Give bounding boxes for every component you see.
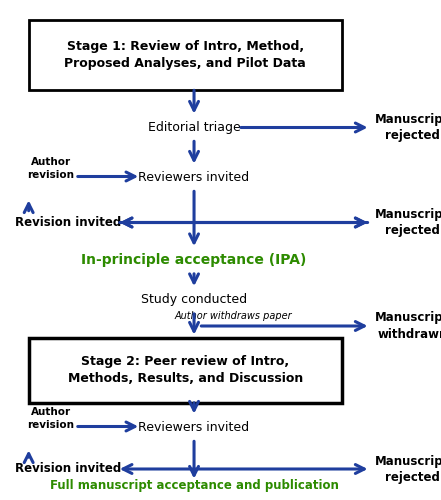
- Text: Manuscript
rejected: Manuscript rejected: [375, 208, 441, 237]
- Text: Stage 1: Review of Intro, Method,
Proposed Analyses, and Pilot Data: Stage 1: Review of Intro, Method, Propos…: [64, 40, 306, 70]
- Text: Author
revision: Author revision: [27, 158, 74, 180]
- Text: Revision invited: Revision invited: [15, 462, 121, 475]
- Text: Study conducted: Study conducted: [141, 294, 247, 306]
- Text: Manuscript
rejected: Manuscript rejected: [375, 454, 441, 484]
- Text: Reviewers invited: Reviewers invited: [138, 171, 250, 184]
- Text: Revision invited: Revision invited: [15, 216, 121, 229]
- Text: Stage 2: Peer review of Intro,
Methods, Results, and Discussion: Stage 2: Peer review of Intro, Methods, …: [67, 355, 303, 385]
- Text: In-principle acceptance (IPA): In-principle acceptance (IPA): [81, 253, 307, 267]
- FancyBboxPatch shape: [29, 338, 342, 402]
- Text: Manuscript
rejected: Manuscript rejected: [375, 113, 441, 142]
- Text: Reviewers invited: Reviewers invited: [138, 421, 250, 434]
- Text: Full manuscript acceptance and publication: Full manuscript acceptance and publicati…: [49, 480, 339, 492]
- FancyBboxPatch shape: [29, 20, 342, 90]
- Text: Author
revision: Author revision: [27, 408, 74, 430]
- Text: Editorial triage: Editorial triage: [148, 121, 240, 134]
- Text: Manuscript
withdrawn: Manuscript withdrawn: [375, 312, 441, 340]
- Text: Author withdraws paper: Author withdraws paper: [175, 311, 292, 321]
